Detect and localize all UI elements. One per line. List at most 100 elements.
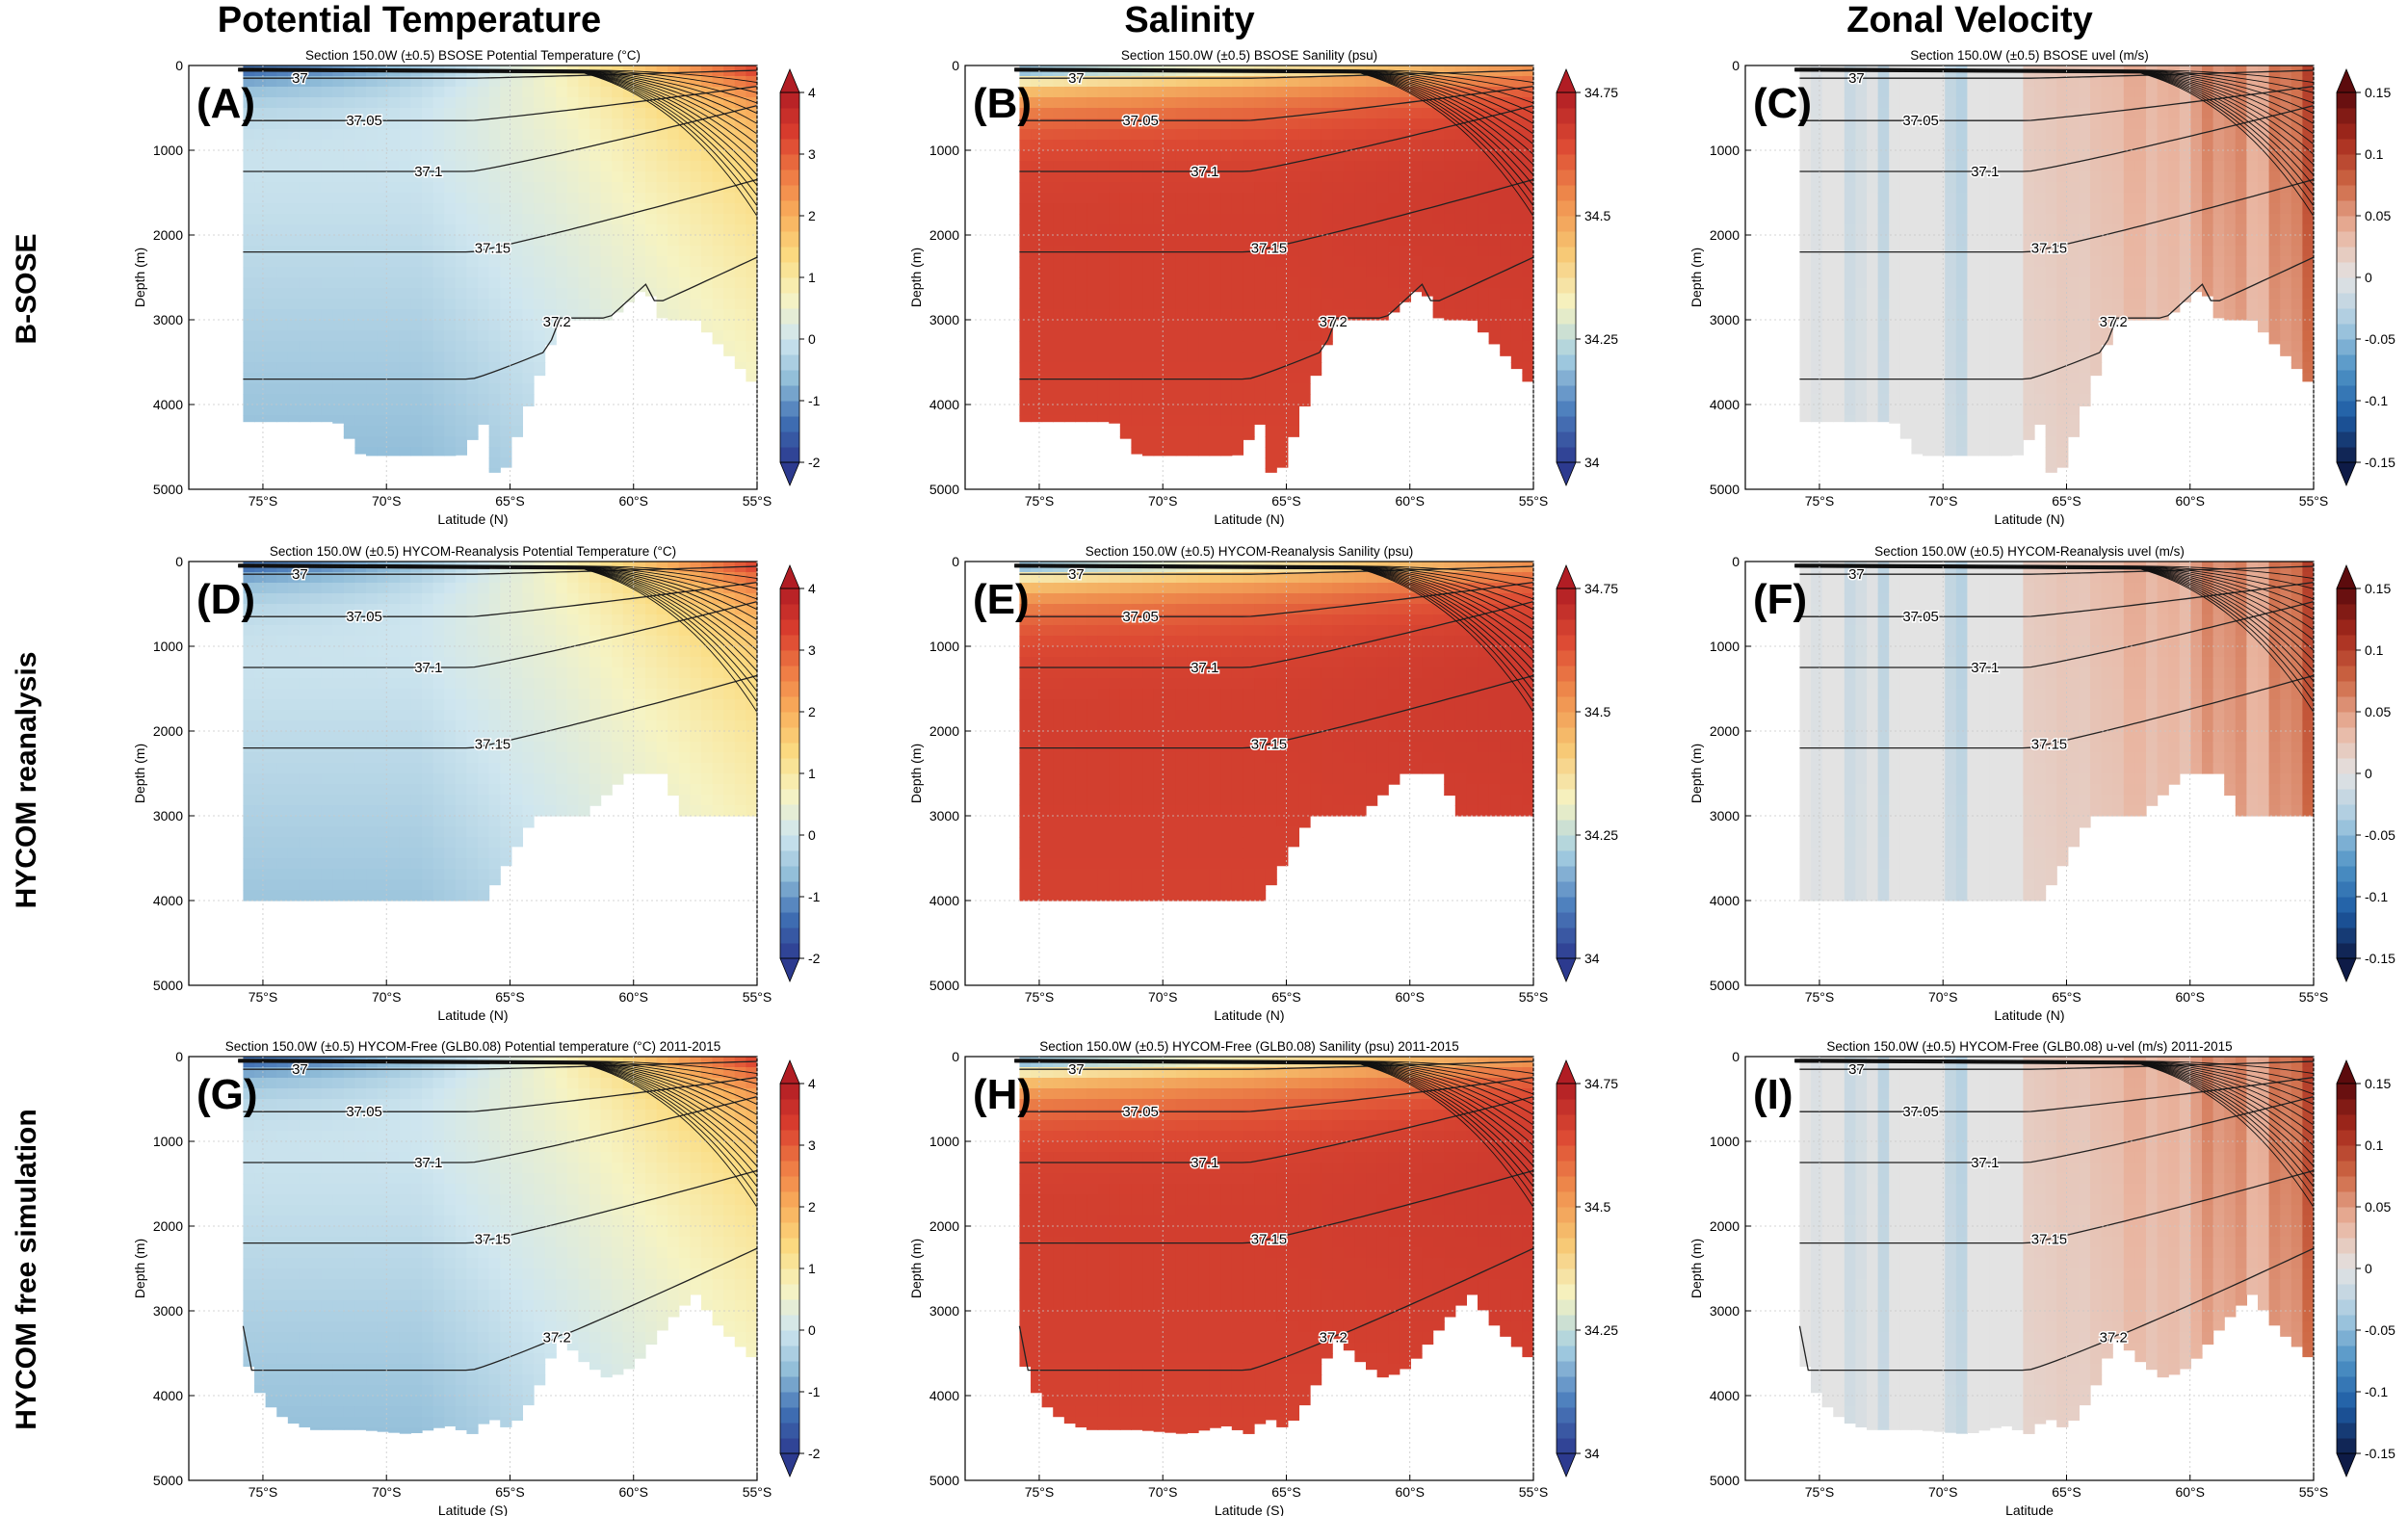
heatmap-cell <box>1889 288 1901 300</box>
heatmap-cell <box>321 763 333 774</box>
heatmap-cell <box>2023 288 2035 300</box>
heatmap-cell <box>544 235 557 247</box>
heatmap-cell <box>1187 161 1199 172</box>
heatmap-cell <box>2067 341 2081 353</box>
heatmap-cell <box>343 214 356 225</box>
heatmap-cell <box>1877 415 1890 423</box>
heatmap-cell <box>1321 87 1333 98</box>
heatmap-cell <box>1243 267 1255 278</box>
heatmap-cell <box>1923 97 1935 109</box>
heatmap-cell <box>1097 203 1110 215</box>
heatmap-cell <box>2079 352 2091 363</box>
heatmap-cell <box>299 636 311 647</box>
heatmap-cell <box>276 182 289 194</box>
heatmap-cell <box>332 235 345 247</box>
heatmap-cell <box>1142 193 1155 204</box>
heatmap-cell <box>287 742 301 753</box>
heatmap-cell <box>1522 330 1533 342</box>
heatmap-cell <box>332 773 345 785</box>
heatmap-cell <box>1119 87 1133 98</box>
heatmap-cell <box>1821 118 1834 130</box>
heatmap-cell <box>2302 235 2314 247</box>
heatmap-cell <box>1899 288 1913 300</box>
heatmap-cell <box>366 235 379 247</box>
heatmap-cell <box>432 426 445 437</box>
heatmap-cell <box>1209 140 1221 151</box>
heatmap-cell <box>2001 161 2013 172</box>
heatmap-cell <box>566 76 580 88</box>
heatmap-cell <box>2258 65 2270 77</box>
heatmap-cell <box>634 235 646 247</box>
heatmap-cell <box>321 256 333 268</box>
heatmap-cell <box>1254 118 1267 130</box>
heatmap-cell <box>1254 203 1267 215</box>
heatmap-cell <box>1967 108 1979 119</box>
heatmap-cell <box>2290 76 2304 88</box>
heatmap-cell <box>1243 383 1255 395</box>
colorbar-tick-label: -0.1 <box>2365 393 2388 408</box>
heatmap-cell <box>332 667 345 679</box>
heatmap-cell <box>455 405 468 416</box>
heatmap-cell <box>2190 214 2203 225</box>
heatmap-cell <box>1844 341 1857 353</box>
heatmap-cell <box>2123 118 2136 130</box>
heatmap-cell <box>1187 352 1199 363</box>
heatmap-cell <box>2224 182 2237 194</box>
heatmap-cell <box>1153 447 1165 457</box>
heatmap-cell <box>366 341 379 353</box>
heatmap-cell <box>310 720 323 732</box>
heatmap-cell <box>2212 288 2225 300</box>
heatmap-cell <box>243 140 255 151</box>
heatmap-cell <box>1799 193 1812 204</box>
heatmap-cell <box>1500 140 1512 151</box>
heatmap-cell <box>1131 394 1143 405</box>
heatmap-cell <box>343 625 356 637</box>
heatmap-cell <box>1444 256 1456 268</box>
heatmap-cell <box>1310 330 1322 342</box>
heatmap-cell <box>690 76 702 88</box>
heatmap-cell <box>1165 76 1177 88</box>
heatmap-cell <box>1231 330 1244 342</box>
heatmap-cell <box>2224 246 2237 257</box>
heatmap-cell <box>1187 267 1199 278</box>
heatmap-cell <box>2302 140 2314 151</box>
heatmap-cell <box>1109 309 1121 321</box>
heatmap-cell <box>422 288 434 300</box>
heatmap-cell <box>645 246 658 257</box>
heatmap-cell <box>1153 182 1165 194</box>
heatmap-cell <box>444 394 457 405</box>
heatmap-cell <box>1978 299 1991 310</box>
x-tick-label: 70°S <box>1928 493 1958 509</box>
heatmap-cell <box>321 667 333 679</box>
heatmap-cell <box>254 604 267 615</box>
heatmap-cell <box>589 76 602 88</box>
heatmap-cell <box>1131 256 1143 268</box>
heatmap-cell <box>2001 447 2013 457</box>
heatmap-cell <box>1119 150 1133 162</box>
heatmap-cell <box>1243 405 1255 416</box>
heatmap-cell <box>455 352 468 363</box>
heatmap-cell <box>2224 150 2237 162</box>
heatmap-cell <box>1844 235 1857 247</box>
heatmap-cell <box>2258 182 2270 194</box>
heatmap-cell <box>578 171 590 183</box>
heatmap-cell <box>399 118 412 130</box>
heatmap-cell <box>1019 405 1032 416</box>
heatmap-cell <box>1276 203 1289 215</box>
heatmap-cell <box>265 572 277 584</box>
heatmap-cell <box>455 118 468 130</box>
heatmap-cell <box>2023 235 2035 247</box>
heatmap-cell <box>1933 277 1946 289</box>
heatmap-cell <box>287 97 301 109</box>
heatmap-cell <box>321 678 333 690</box>
heatmap-cell <box>1366 246 1378 257</box>
heatmap-cell <box>612 267 624 278</box>
heatmap-cell <box>243 678 255 690</box>
heatmap-cell <box>321 572 333 584</box>
heatmap-cell <box>1321 341 1333 346</box>
heatmap-cell <box>1989 267 2002 278</box>
heatmap-cell <box>1432 224 1445 236</box>
heatmap-cell <box>1933 362 1946 374</box>
heatmap-cell <box>254 352 267 363</box>
heatmap-cell <box>2258 299 2270 310</box>
